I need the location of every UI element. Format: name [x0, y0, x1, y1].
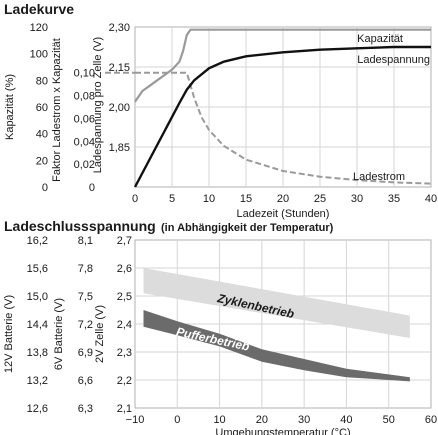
- chart1-x-label: Ladezeit (Stunden): [237, 208, 330, 220]
- chart1-ladestrom-label: Ladestrom: [353, 171, 405, 183]
- chart2-6v-tick: 7,5: [78, 291, 93, 303]
- chart2-2v-tick: 2,5: [117, 291, 132, 303]
- chart2-12v-tick: 15,6: [27, 263, 48, 275]
- chart1-x-tick: 35: [388, 193, 400, 205]
- chart2-2v-tick: 2,3: [117, 347, 132, 359]
- chart2-x-tick: 10: [213, 414, 225, 426]
- chart2-12v-tick: 12,6: [27, 403, 48, 415]
- chart2-6v-tick: 7,2: [78, 319, 93, 331]
- chart1-capacity-tick: 80: [36, 75, 48, 87]
- chart1-capacity-tick: 120: [30, 22, 48, 34]
- chart2-2v-tick: 2,1: [117, 403, 132, 415]
- chart2-x-tick: 50: [383, 414, 395, 426]
- chart1-voltage-tick: 1,85: [109, 142, 130, 154]
- chart1-voltage-tick: 2,00: [109, 102, 130, 114]
- chart2-6v-axis-label: 6V Batterie (V): [53, 298, 65, 370]
- chart2-x-tick: 40: [340, 414, 352, 426]
- chart1-current-tick: 0,02: [74, 159, 95, 171]
- chart1-capacity-tick: 0: [42, 182, 48, 194]
- chart2-6v-tick: 7,8: [78, 263, 93, 275]
- chart1-voltage-tick: 2,30: [109, 22, 130, 34]
- chart2-6v-tick: 8,1: [78, 235, 93, 247]
- chart2-pufferbetrieb-band: [143, 310, 410, 382]
- chart1-voltage-tick: 2,15: [109, 62, 130, 74]
- chart2-zyklenbetrieb-band: [143, 268, 410, 338]
- chart1-kapazitaet-line: [133, 45, 431, 188]
- chart1-x-tick: 15: [240, 193, 252, 205]
- chart2-2v-tick: 2,7: [117, 235, 132, 247]
- chart1-current-tick: 0: [89, 182, 95, 194]
- chart2-x-tick: 0: [174, 414, 180, 426]
- ladekurve-chart: Ladekurve 0 5 10 15 20 25 30 35 40 Ladezeit (Stund…: [4, 1, 437, 220]
- chart1-ladestrom-line: [135, 71, 432, 185]
- chart2-12v-axis-label: 12V Batterie (V): [3, 295, 15, 373]
- chart1-current-tick: 0,04: [74, 136, 95, 148]
- chart1-x-tick: 20: [277, 193, 289, 205]
- chart2-12v-tick: 16,2: [27, 235, 48, 247]
- chart2-6v-tick: 6,6: [78, 375, 93, 387]
- chart2-6v-tick: 6,3: [78, 403, 93, 415]
- chart1-current-tick: 0,06: [74, 113, 95, 125]
- chart2-2v-tick: 2,2: [117, 375, 132, 387]
- ladeschlussspannung-chart: Ladeschlussspannung (in Abhängigkeit der …: [3, 218, 437, 435]
- chart1-ladespannung-label: Ladespannung: [357, 54, 430, 66]
- chart2-2v-tick: 2,6: [117, 263, 132, 275]
- chart1-x-tick: 25: [314, 193, 326, 205]
- chart1-current-tick: 0,08: [74, 91, 95, 103]
- chart2-x-tick: 30: [298, 414, 310, 426]
- chart2-2v-axis-label: 2V Zelle (V): [94, 305, 106, 363]
- chart2-x-label: Umgebungstemperatur (°C): [215, 427, 350, 435]
- chart2-title: Ladeschlussspannung: [4, 218, 156, 234]
- chart2-12v-tick: 13,2: [27, 375, 48, 387]
- chart2-2v-tick: 2,4: [117, 319, 132, 331]
- chart2-x-tick: −10: [126, 414, 145, 426]
- chart1-x-tick: 30: [351, 193, 363, 205]
- chart1-x-tick: 40: [425, 193, 437, 205]
- chart1-capacity-tick: 100: [30, 49, 48, 61]
- chart1-x-tick: 5: [169, 193, 175, 205]
- chart2-x-tick: 20: [256, 414, 268, 426]
- chart1-x-tick: 10: [203, 193, 215, 205]
- chart2-x-tick: 60: [425, 414, 437, 426]
- chart2-12v-tick: 14,4: [27, 319, 48, 331]
- chart2-12v-tick: 15,0: [27, 291, 48, 303]
- chart1-kapazitaet-label: Kapazität: [357, 33, 403, 45]
- chart2-12v-tick: 13,8: [27, 347, 48, 359]
- chart1-capacity-axis-label: Kapazität (%): [4, 74, 16, 140]
- chart2-6v-tick: 6,9: [78, 347, 93, 359]
- chart2-subtitle: (in Abhängigkeit der Temperatur): [161, 222, 334, 234]
- chart1-capacity-tick: 20: [36, 155, 48, 167]
- chart1-ladespannung-line: [134, 28, 431, 103]
- chart1-x-tick: 0: [132, 193, 138, 205]
- chart1-current-tick: 0,10: [74, 68, 95, 80]
- chart1-capacity-tick: 60: [36, 102, 48, 114]
- chart1-current-axis-label: Faktor Ladestrom x Kapazität: [51, 38, 63, 182]
- chart1-title: Ladekurve: [4, 1, 74, 17]
- chart1-capacity-tick: 40: [36, 129, 48, 141]
- chart1-voltage-axis-label: Ladespannung pro Zelle (V): [92, 37, 104, 173]
